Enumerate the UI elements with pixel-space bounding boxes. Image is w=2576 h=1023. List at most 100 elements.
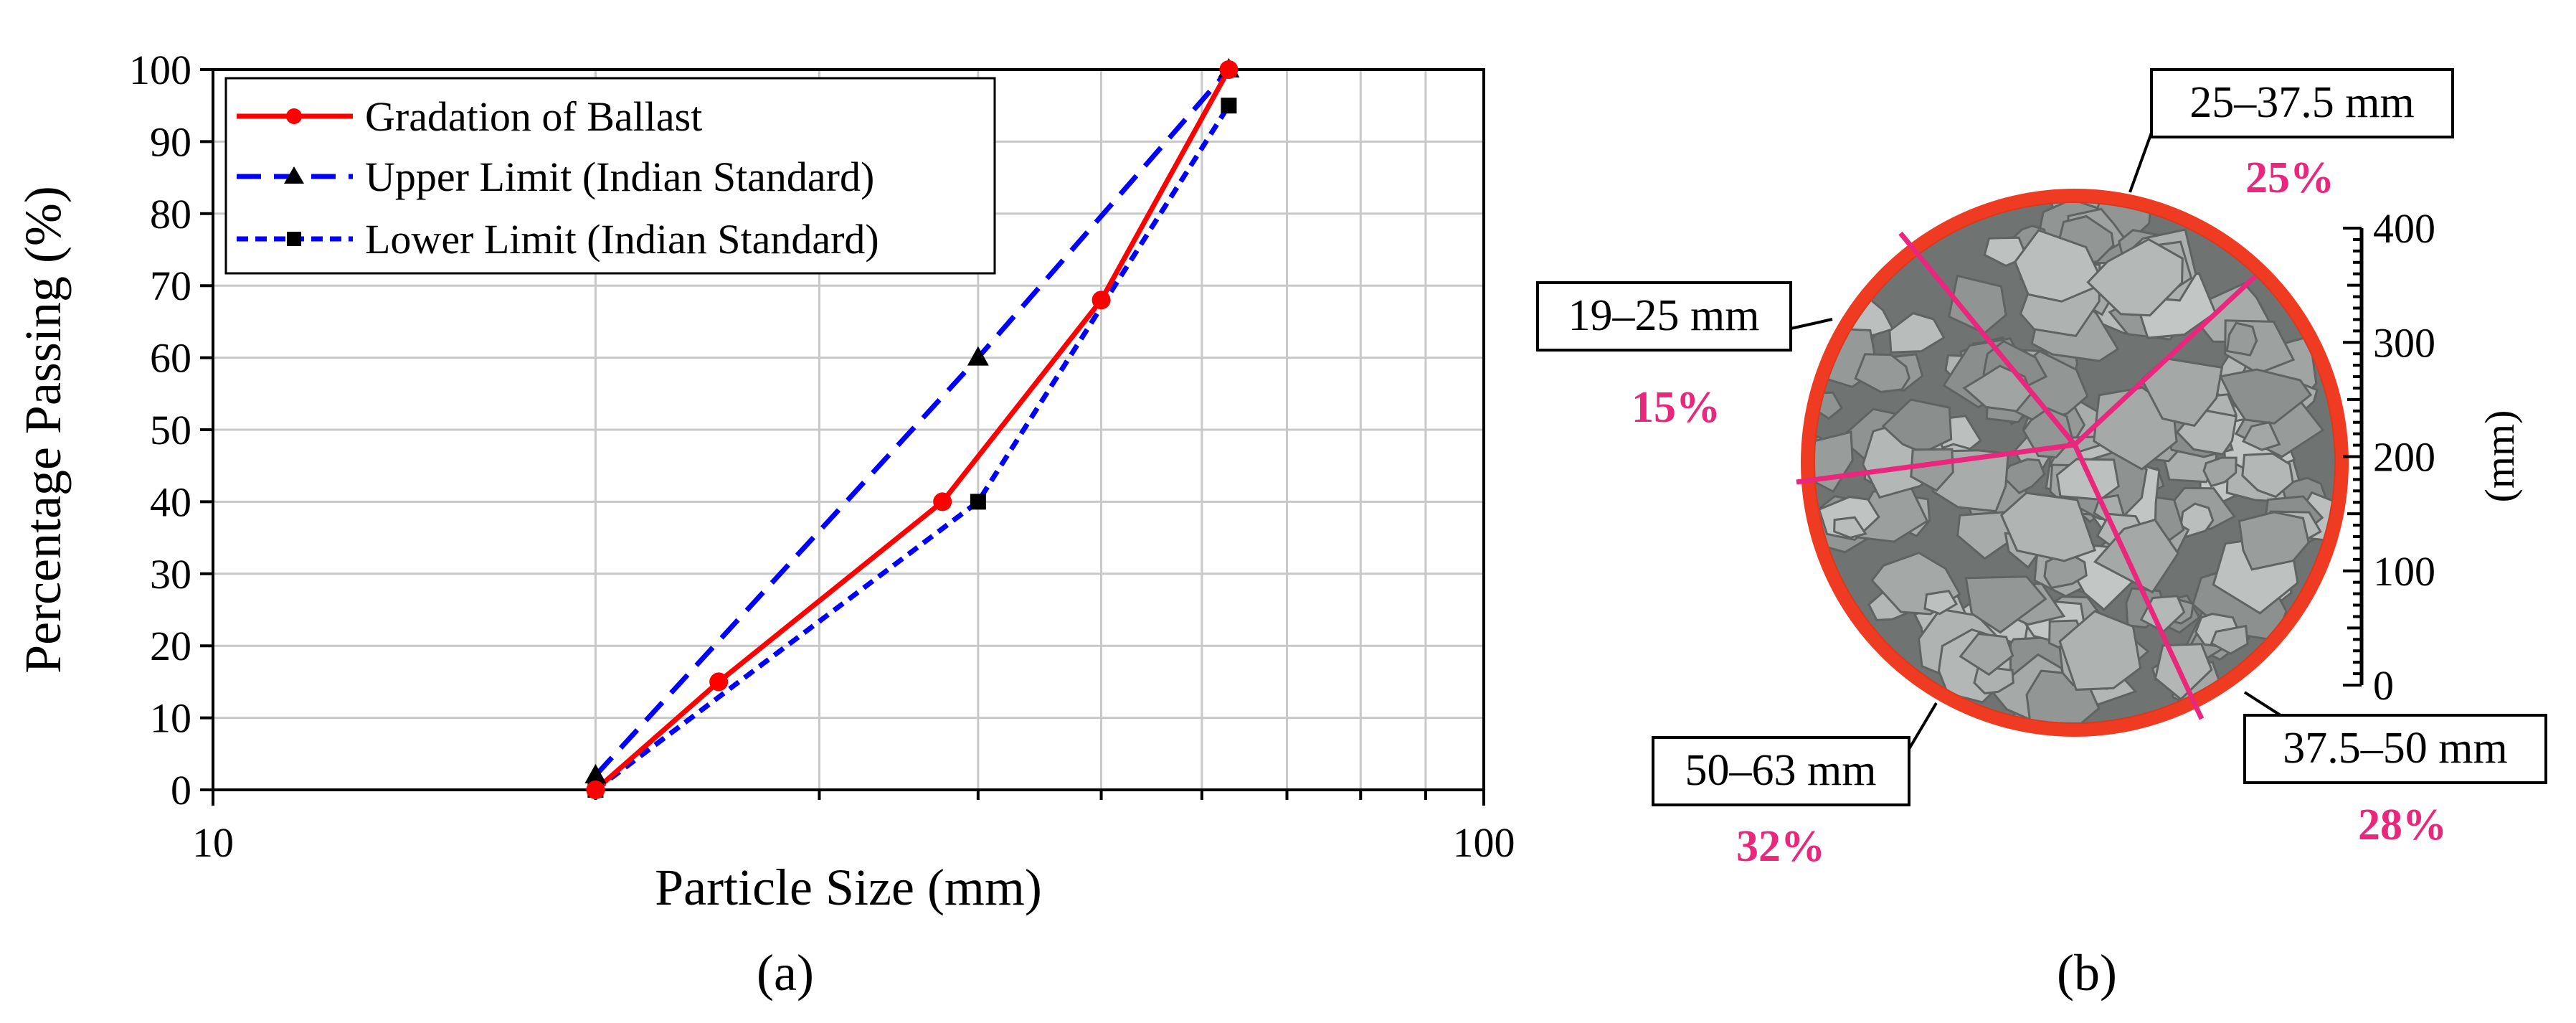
rock <box>1973 666 2014 695</box>
legend-box <box>224 77 996 275</box>
rock <box>1962 364 2032 412</box>
leader-37-50 <box>2243 691 2282 717</box>
leader-19-25 <box>1790 318 1833 330</box>
caption-a: (a) <box>757 944 814 1001</box>
callout-19-25: 19–25 mm 15% <box>1536 281 1792 432</box>
legend-marker-lower <box>287 232 301 246</box>
callout-box-50-63 <box>1652 736 1910 806</box>
rock <box>2043 550 2088 590</box>
leader-50-63 <box>1908 702 1938 750</box>
callout-50-63: 50–63 mm 32% <box>1652 736 1910 871</box>
data-point-gradation <box>1219 60 1239 79</box>
data-point-gradation <box>709 672 729 692</box>
callout-leaders <box>1790 132 2282 750</box>
data-point-gradation <box>1092 291 1111 310</box>
data-point-upper <box>584 763 607 783</box>
legend-label-gradation: Gradation of Ballast <box>365 93 702 140</box>
rock <box>2180 502 2215 539</box>
rock <box>1854 353 1910 393</box>
x-axis-ticks: 10 100 <box>192 790 1515 866</box>
divider-19-25 <box>1898 231 2077 447</box>
rock <box>2058 610 2142 691</box>
legend-label-upper: Upper Limit (Indian Standard) <box>365 154 874 200</box>
rock <box>1910 448 1954 492</box>
rock <box>2242 420 2281 451</box>
legend-item-gradation: Gradation of Ballast <box>237 93 702 140</box>
rock <box>2225 321 2258 357</box>
legend-label-lower: Lower Limit (Indian Standard) <box>365 216 879 263</box>
rock <box>1999 491 2097 562</box>
callout-label-25-37: 25–37.5 mm <box>2189 78 2414 127</box>
callout-box-37-50 <box>2243 714 2547 784</box>
callout-label-19-25: 19–25 mm <box>1568 291 1760 340</box>
caption-b: (b) <box>2057 944 2117 1001</box>
legend-item-lower: Lower Limit (Indian Standard) <box>237 216 879 263</box>
legend: Gradation of Ballast Upper Limit (Indian… <box>224 77 996 275</box>
legend-marker-gradation <box>286 108 302 124</box>
callout-37-50: 37.5–50 mm 28% <box>2243 714 2547 849</box>
scale-tick-label: 200 <box>2373 434 2435 481</box>
y-tick-label: 10 <box>150 695 191 742</box>
callout-pct-50-63: 32% <box>1736 822 1825 871</box>
rock <box>2202 456 2238 488</box>
y-tick-label: 50 <box>150 407 191 453</box>
y-axis-label: Percentage Passing (%) <box>14 186 72 674</box>
scale-tick-label: 100 <box>2373 548 2435 595</box>
rock <box>1888 311 1946 354</box>
callout-box-25-37 <box>2150 68 2454 138</box>
scale-tick-label: 0 <box>2373 662 2394 709</box>
callout-label-50-63: 50–63 mm <box>1685 746 1877 795</box>
divider-50-63 <box>1796 442 2075 485</box>
scale-axis-label: (mm) <box>2476 410 2523 503</box>
scale-tick-label: 300 <box>2373 319 2435 366</box>
series-layer <box>584 58 1240 799</box>
legend-item-upper: Upper Limit (Indian Standard) <box>237 154 874 200</box>
ballast-photo-panel: 25–37.5 mm 25% 19–25 mm 15% 50–63 mm 32%… <box>1536 68 2547 1001</box>
y-tick-label: 0 <box>171 767 191 814</box>
rock-pile <box>1815 203 2334 722</box>
data-point-lower <box>970 494 986 510</box>
y-tick-label: 60 <box>150 335 191 382</box>
x-tick-label: 10 <box>192 819 234 866</box>
rock <box>2238 511 2310 571</box>
y-axis-ticks: 0 10 20 30 40 50 60 70 80 90 100 <box>129 47 213 814</box>
rock <box>2210 624 2249 655</box>
y-tick-label: 30 <box>150 551 191 598</box>
rock <box>2241 452 2294 499</box>
y-tick-label: 100 <box>129 47 191 93</box>
data-point-gradation <box>933 492 952 512</box>
scale-tick-label: 400 <box>2373 205 2435 252</box>
callout-25-37: 25–37.5 mm 25% <box>2150 68 2454 202</box>
rock <box>2086 237 2184 317</box>
divider-25-37 <box>2073 274 2258 447</box>
scale-ruler: (mm) 0 100 200 300 400 <box>2343 205 2523 709</box>
callout-pct-25-37: 25% <box>2245 154 2334 202</box>
rock <box>2093 518 2179 594</box>
y-tick-label: 40 <box>150 478 191 525</box>
y-tick-label: 20 <box>150 623 191 669</box>
rock <box>2154 643 2213 701</box>
y-tick-label: 70 <box>150 263 191 309</box>
divider-37-50 <box>2072 443 2205 720</box>
data-point-upper <box>967 346 989 366</box>
section-dividers <box>1796 231 2258 720</box>
x-tick-label: 100 <box>1453 819 1515 866</box>
rock <box>2014 229 2106 303</box>
rock <box>1833 516 1867 539</box>
rock <box>1923 590 1959 616</box>
callout-box-19-25 <box>1536 281 1792 352</box>
series-line-2 <box>594 104 1231 792</box>
data-point-gradation <box>586 781 605 799</box>
ballast-rocks-image <box>1815 203 2334 722</box>
x-axis-label: Particle Size (mm) <box>655 859 1042 916</box>
rock <box>1959 632 2014 676</box>
y-tick-label: 80 <box>150 191 191 237</box>
callout-pct-19-25: 15% <box>1632 383 1720 432</box>
rock <box>2139 595 2186 633</box>
leader-25-37 <box>2128 132 2153 193</box>
data-point-lower <box>1221 98 1237 114</box>
callout-pct-37-50: 28% <box>2358 801 2447 849</box>
y-tick-label: 90 <box>150 118 191 165</box>
